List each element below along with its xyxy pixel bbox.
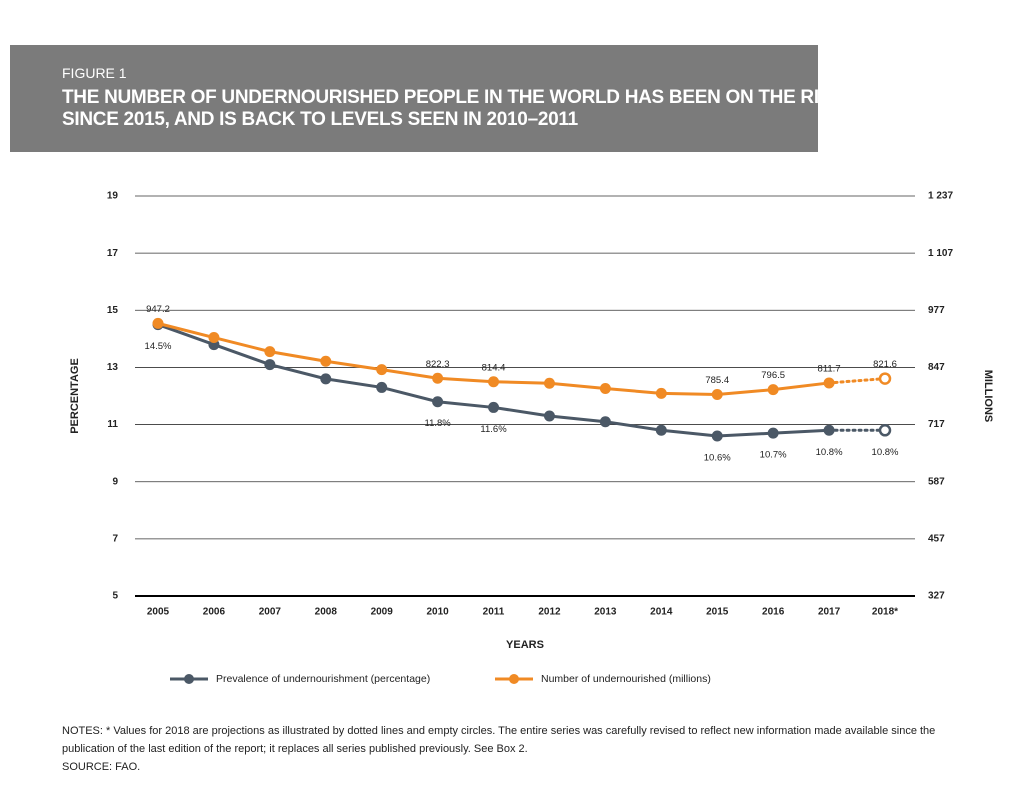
y2-axis-label: MILLIONS: [982, 370, 994, 423]
y-tick-label: 13: [107, 362, 119, 373]
data-point: [655, 424, 667, 436]
value-label: 822.3: [426, 359, 450, 370]
x-tick-label: 2018*: [872, 607, 898, 618]
legend-marker: [509, 674, 519, 684]
data-point: [432, 372, 444, 384]
value-label: 785.4: [705, 375, 729, 386]
data-point: [320, 373, 332, 385]
data-point: [767, 427, 779, 439]
value-label: 814.4: [482, 362, 506, 373]
data-point: [878, 424, 892, 437]
x-tick-label: 2005: [147, 607, 170, 618]
y-axis-label: PERCENTAGE: [69, 358, 81, 434]
value-label: 14.5%: [145, 341, 172, 352]
value-label: 811.7: [818, 363, 841, 374]
x-tick-label: 2007: [259, 607, 282, 618]
value-label: 821.6: [873, 359, 897, 370]
value-label: 10.8%: [872, 447, 899, 458]
data-point: [488, 401, 500, 413]
data-point: [599, 383, 611, 395]
x-tick-label: 2017: [818, 607, 841, 618]
figure-label: FIGURE 1: [62, 65, 127, 81]
y-tick-label: 11: [107, 419, 118, 430]
x-tick-label: 2012: [538, 607, 561, 618]
legend-label: Prevalence of undernourishment (percenta…: [216, 673, 430, 685]
series-line: [827, 377, 887, 385]
data-point: [878, 372, 892, 385]
x-tick-label: 2016: [762, 607, 785, 618]
data-point: [711, 389, 723, 401]
data-point: [488, 376, 500, 388]
data-point: [711, 430, 723, 442]
value-label: 796.5: [761, 370, 785, 381]
data-point: [599, 416, 611, 428]
data-point: [543, 377, 555, 389]
notes-text: NOTES: * Values for 2018 are projections…: [62, 725, 936, 755]
y2-tick-label: 327: [928, 591, 945, 602]
y2-tick-label: 717: [928, 419, 945, 430]
y-tick-label: 9: [112, 476, 118, 487]
value-label: 10.7%: [760, 450, 787, 461]
data-point: [823, 377, 835, 389]
legend-label: Number of undernourished (millions): [541, 673, 711, 685]
value-label: 11.6%: [480, 424, 507, 435]
y2-tick-label: 847: [928, 362, 945, 373]
title-banner: FIGURE 1 THE NUMBER OF UNDERNOURISHED PE…: [10, 45, 844, 152]
legend-marker: [184, 674, 194, 684]
x-tick-label: 2010: [426, 607, 449, 618]
data-point: [208, 332, 220, 344]
x-tick-label: 2015: [706, 607, 729, 618]
data-point: [376, 381, 388, 393]
data-point: [320, 355, 332, 367]
data-point: [152, 317, 164, 329]
x-tick-label: 2006: [203, 607, 226, 618]
x-axis-label: YEARS: [506, 639, 544, 651]
notes: NOTES: * Values for 2018 are projections…: [62, 722, 967, 776]
x-tick-label: 2013: [594, 607, 617, 618]
y2-tick-label: 1 107: [928, 248, 953, 259]
data-point: [264, 359, 276, 371]
chart-title: SINCE 2015, AND IS BACK TO LEVELS SEEN I…: [62, 109, 578, 130]
x-tick-label: 2014: [650, 607, 673, 618]
data-point: [767, 384, 779, 396]
y2-tick-label: 1 237: [928, 191, 953, 202]
y2-tick-label: 587: [928, 476, 945, 487]
y2-tick-label: 977: [928, 305, 945, 316]
y-tick-label: 19: [107, 191, 119, 202]
value-label: 10.6%: [704, 453, 731, 464]
value-label: 10.8%: [816, 447, 843, 458]
data-point: [376, 364, 388, 376]
x-tick-label: 2009: [371, 607, 394, 618]
data-point: [432, 396, 444, 408]
y-tick-label: 15: [107, 305, 119, 316]
value-label: 11.8%: [424, 418, 451, 429]
data-point: [823, 424, 835, 436]
y-tick-label: 7: [112, 533, 118, 544]
chart: 5 7 9 11 13 15 17 19 327 457 587 717 847 977 1 107 1 23…: [69, 191, 994, 685]
y-tick-label: 17: [107, 248, 119, 259]
data-point: [655, 387, 667, 399]
source-text: SOURCE: FAO.: [62, 761, 141, 773]
data-point: [543, 410, 555, 422]
data-point: [264, 346, 276, 358]
chart-title: THE NUMBER OF UNDERNOURISHED PEOPLE IN T…: [62, 87, 844, 108]
y-tick-label: 5: [112, 591, 118, 602]
x-tick-label: 2008: [315, 607, 338, 618]
x-tick-label: 2011: [483, 607, 505, 618]
y2-tick-label: 457: [928, 533, 945, 544]
value-label: 947.2: [146, 304, 170, 315]
